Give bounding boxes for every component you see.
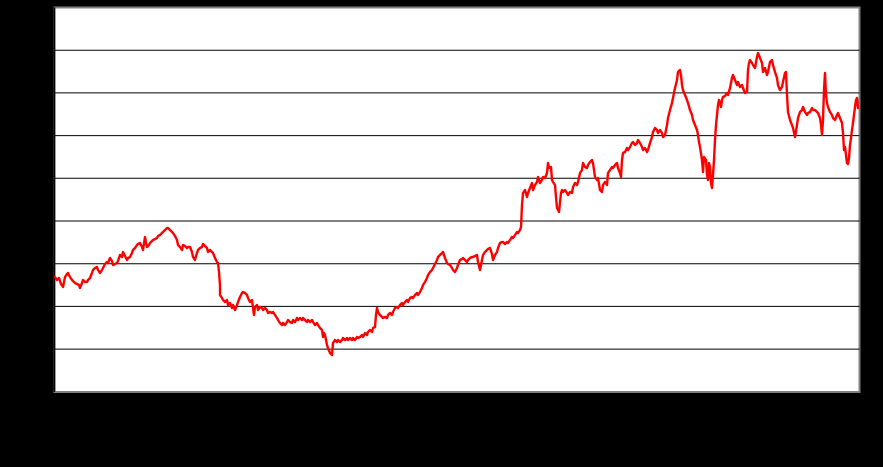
plot-area (53, 6, 861, 393)
price-line (53, 51, 860, 357)
